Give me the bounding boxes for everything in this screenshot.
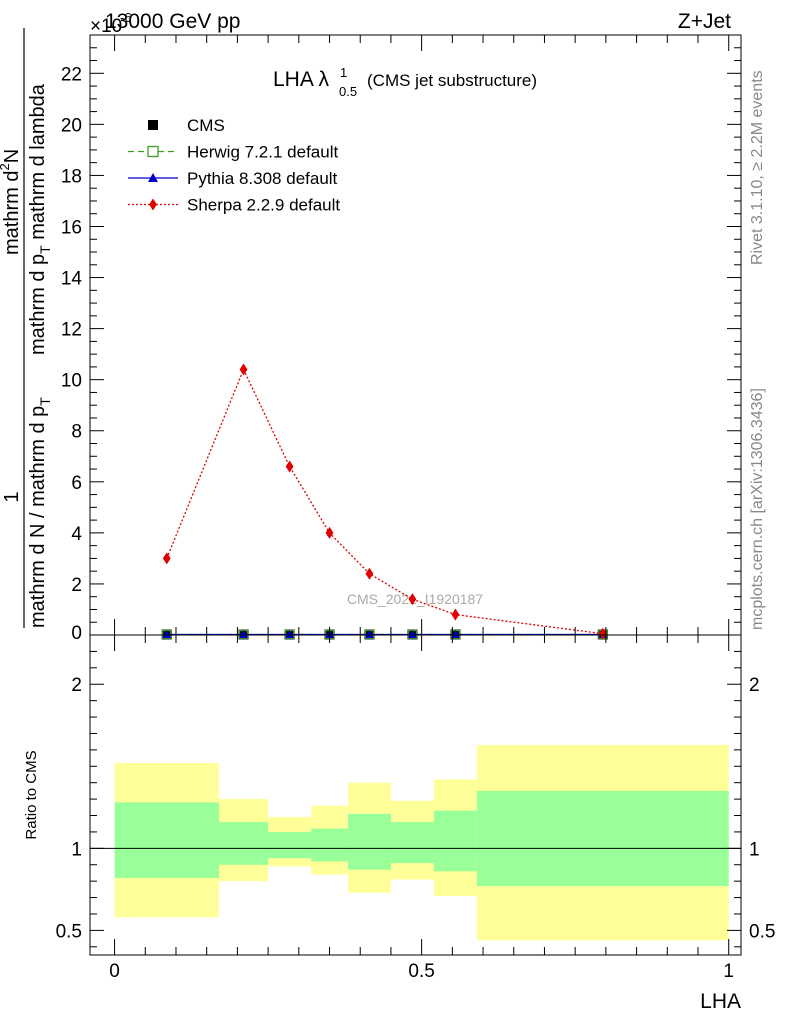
ratio-band-green	[390, 822, 434, 864]
data-point	[598, 627, 607, 640]
ratio-band-green	[268, 831, 312, 859]
ratio-band-green	[476, 790, 729, 887]
series-line	[166, 367, 603, 635]
x-tick-label: 1	[723, 961, 734, 982]
ratio-tick-label: 0.5	[56, 921, 82, 942]
top-series	[161, 363, 608, 640]
y-label-inner-denominator-main: mathrm d p	[27, 254, 49, 355]
y-tick-label: 14	[61, 269, 83, 290]
data-point	[325, 526, 334, 539]
y-label-inner-numerator-rest: N	[1, 149, 23, 163]
y-label-inner-denominator-sub: T	[37, 245, 53, 254]
title-sup: 1	[340, 65, 347, 80]
ratio-band-green	[347, 813, 391, 870]
ratio-tick-label: 1	[749, 839, 760, 860]
ratio-tick-label: 0.5	[749, 921, 775, 942]
y-tick-label: 20	[61, 115, 82, 136]
y-tick-label: 18	[61, 166, 82, 187]
y-tick-label: 16	[61, 217, 82, 238]
legend-marker	[149, 198, 157, 211]
ratio-band-green	[433, 810, 477, 872]
y-tick-label: 12	[61, 320, 82, 341]
title-sub: 0.5	[339, 84, 357, 99]
ratio-band-green	[311, 828, 348, 862]
ratio-tick-label: 2	[749, 675, 760, 696]
ratio-y-label: Ratio to CMS	[23, 750, 40, 839]
data-point	[285, 629, 295, 639]
legend-label: Pythia 8.308 default	[187, 169, 338, 188]
data-point	[450, 629, 460, 639]
y-label-denominator-main: mathrm d N / mathrm d p	[27, 406, 49, 628]
title-main: LHA λ	[273, 68, 330, 91]
data-point	[285, 460, 294, 473]
data-point	[408, 593, 417, 606]
y-label-inner-numerator: mathrm d2N	[0, 149, 23, 255]
y-tick-label: 0	[71, 623, 82, 644]
y-label-inner-numerator-sup: 2	[0, 163, 12, 170]
data-point	[162, 629, 172, 639]
y-label-denominator-sub: T	[37, 397, 53, 406]
y-label-inner-denominator-rest: mathrm d lambda	[27, 83, 49, 245]
y-label-inner-denominator: mathrm d pT mathrm d lambda	[27, 83, 53, 355]
legend-label: Sherpa 2.2.9 default	[187, 196, 340, 215]
mcplots-label: mcplots.cern.ch [arXiv:1306.3436]	[749, 388, 766, 630]
y-axis-label: 1 mathrm d N / mathrm d pT mathrm d2N ma…	[0, 28, 53, 628]
y-tick-label: 2	[71, 575, 82, 596]
data-point	[407, 629, 417, 639]
ratio-band-green	[218, 822, 269, 865]
ratio-panel-frame	[89, 634, 742, 956]
header-left: 13000 GeV pp	[105, 10, 240, 33]
legend-marker	[148, 120, 158, 130]
y-label-numerator: 1	[1, 491, 23, 502]
data-point	[364, 629, 374, 639]
legend-marker	[148, 173, 158, 182]
rivet-label: Rivet 3.1.10, ≥ 2.2M events	[749, 70, 766, 265]
y-tick-label: 10	[61, 371, 82, 392]
ratio-tick-label: 1	[71, 839, 82, 860]
legend: CMS Herwig 7.2.1 default Pythia 8.308 defa…	[128, 116, 340, 215]
data-point	[162, 552, 171, 565]
legend-label: Herwig 7.2.1 default	[187, 143, 338, 162]
ratio-bands	[90, 744, 741, 941]
title-suffix: (CMS jet substructure)	[367, 71, 537, 90]
header-exponent-power: -6	[120, 10, 132, 25]
y-label-inner-numerator-main: mathrm d	[1, 171, 23, 255]
x-tick-label: 0.5	[408, 961, 434, 982]
y-tick-label: 6	[71, 473, 82, 494]
y-tick-label: 8	[71, 422, 82, 443]
legend-marker	[147, 145, 159, 158]
data-point	[451, 608, 460, 621]
y-tick-label: 22	[61, 64, 82, 85]
y-label-denominator: mathrm d N / mathrm d pT	[27, 397, 53, 628]
x-axis-label: LHA	[700, 990, 741, 1013]
data-point	[239, 629, 249, 639]
plot-title: LHA λ 1 0.5 (CMS jet substructure)	[273, 65, 537, 99]
ratio-tick-label: 2	[71, 675, 82, 696]
legend-label: CMS	[187, 116, 225, 135]
data-point	[239, 363, 248, 376]
x-tick-label: 0	[109, 961, 120, 982]
y-tick-label: 4	[71, 524, 82, 545]
ratio-band-green	[114, 802, 219, 878]
data-point	[365, 567, 374, 580]
header-right: Z+Jet	[678, 10, 731, 33]
header-exponent: ×10	[90, 16, 122, 37]
